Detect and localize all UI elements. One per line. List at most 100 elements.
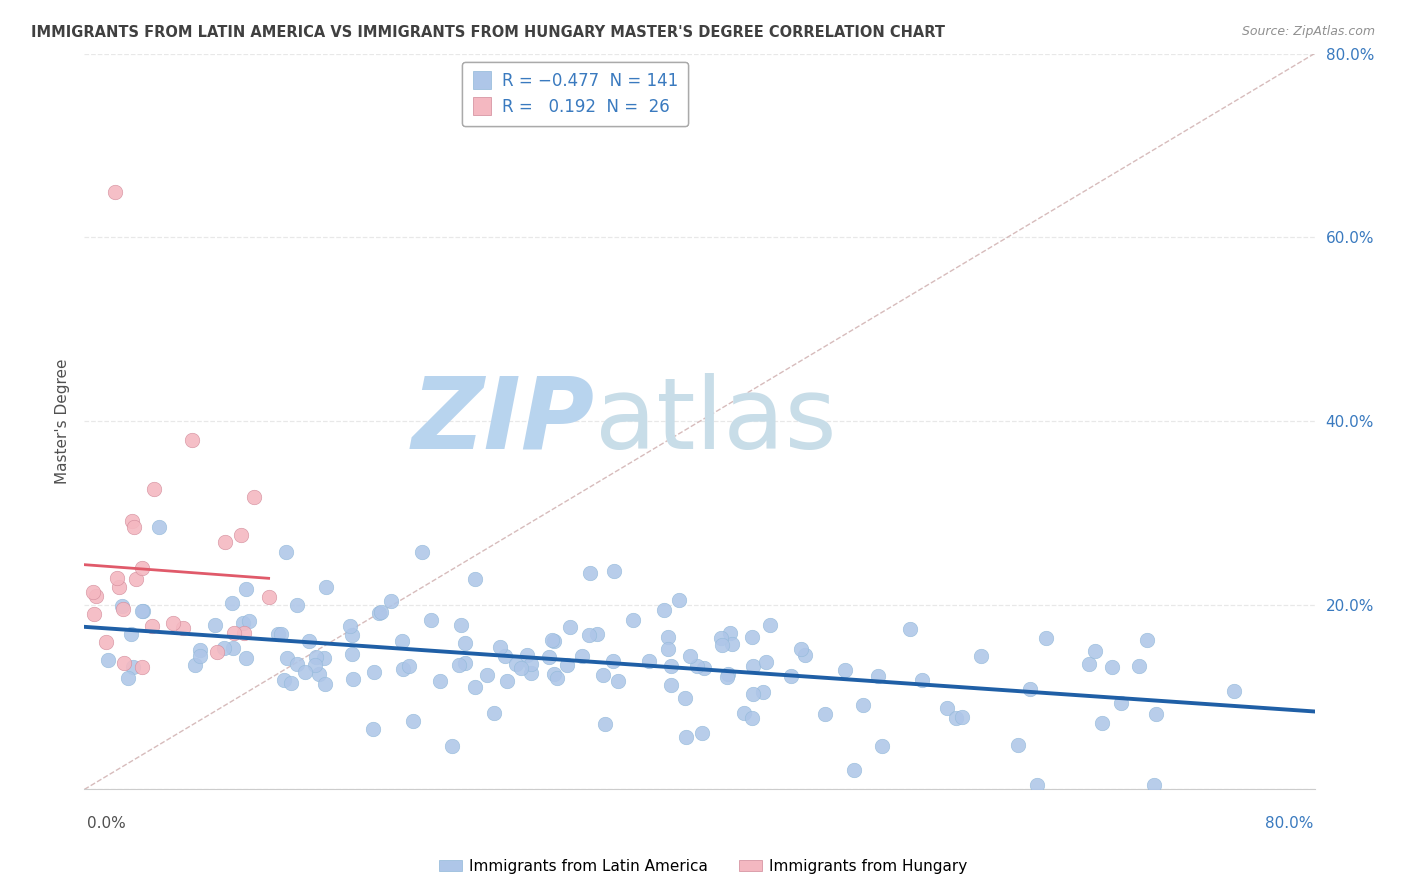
Point [741, 711, 763, 725]
Point [945, 711, 967, 725]
Point [606, 673, 628, 688]
Point [105, 571, 128, 585]
Point [84, 589, 107, 603]
Point [866, 669, 889, 683]
Point [104, 185, 127, 199]
Point [675, 730, 697, 744]
Point [183, 657, 205, 672]
Point [759, 618, 782, 632]
Point [571, 649, 593, 664]
Point [212, 640, 235, 655]
Point [586, 627, 609, 641]
Point [117, 672, 139, 686]
Point [870, 739, 893, 753]
Point [107, 580, 129, 594]
Point [214, 534, 236, 549]
Point [794, 648, 817, 662]
Point [449, 658, 471, 673]
Point [122, 660, 145, 674]
Point [298, 633, 321, 648]
Point [111, 599, 134, 613]
Text: Source: ZipAtlas.com: Source: ZipAtlas.com [1241, 25, 1375, 38]
Text: IMMIGRANTS FROM LATIN AMERICA VS IMMIGRANTS FROM HUNGARY MASTER'S DEGREE CORRELA: IMMIGRANTS FROM LATIN AMERICA VS IMMIGRA… [31, 25, 945, 40]
Point [1077, 657, 1099, 671]
Point [112, 656, 135, 670]
Point [482, 706, 505, 720]
Point [578, 628, 600, 642]
Point [755, 655, 778, 669]
Point [207, 645, 229, 659]
Point [1222, 683, 1244, 698]
Point [475, 668, 498, 682]
Point [204, 617, 226, 632]
Legend: R = −0.477  N = 141, R =   0.192  N =  26: R = −0.477 N = 141, R = 0.192 N = 26 [461, 62, 688, 126]
Point [693, 660, 716, 674]
Point [464, 572, 486, 586]
Point [125, 572, 148, 586]
Point [231, 528, 253, 542]
Point [898, 622, 921, 636]
Point [233, 626, 256, 640]
Point [440, 739, 463, 754]
Point [82, 585, 104, 599]
Point [679, 649, 702, 664]
Point [181, 433, 204, 447]
Point [188, 643, 211, 657]
Point [540, 632, 562, 647]
Point [602, 654, 624, 668]
Point [668, 593, 690, 607]
Point [131, 604, 153, 618]
Point [312, 650, 335, 665]
Point [1035, 631, 1057, 645]
Point [950, 710, 973, 724]
Point [621, 614, 644, 628]
Point [710, 631, 733, 645]
Point [243, 490, 266, 504]
Point [741, 631, 763, 645]
Point [673, 690, 696, 705]
Point [97, 653, 120, 667]
Y-axis label: Master's Degree: Master's Degree [55, 359, 70, 484]
Point [692, 726, 714, 740]
Point [314, 677, 336, 691]
Point [1091, 716, 1114, 731]
Point [716, 670, 738, 684]
Text: ZIP: ZIP [412, 373, 595, 470]
Point [141, 619, 163, 633]
Point [721, 637, 744, 651]
Point [148, 520, 170, 534]
Point [710, 638, 733, 652]
Point [1128, 659, 1150, 673]
Point [222, 641, 245, 656]
Point [718, 626, 741, 640]
Point [834, 663, 856, 677]
Point [1084, 643, 1107, 657]
Point [1144, 707, 1167, 722]
Point [546, 671, 568, 685]
Point [308, 666, 330, 681]
Point [911, 673, 934, 687]
Point [560, 620, 582, 634]
Point [411, 545, 433, 559]
Point [280, 676, 302, 690]
Point [780, 669, 803, 683]
Point [752, 685, 775, 699]
Point [790, 641, 813, 656]
Point [402, 714, 425, 729]
Point [686, 658, 709, 673]
Point [852, 698, 875, 712]
Point [391, 634, 413, 648]
Point [450, 618, 472, 632]
Point [592, 667, 614, 681]
Point [121, 515, 143, 529]
Point [1135, 632, 1157, 647]
Point [131, 660, 153, 674]
Point [429, 673, 451, 688]
Point [657, 630, 679, 644]
Point [235, 582, 257, 596]
Point [273, 673, 295, 687]
Point [270, 627, 292, 641]
Point [315, 581, 337, 595]
Point [120, 626, 142, 640]
Point [593, 716, 616, 731]
